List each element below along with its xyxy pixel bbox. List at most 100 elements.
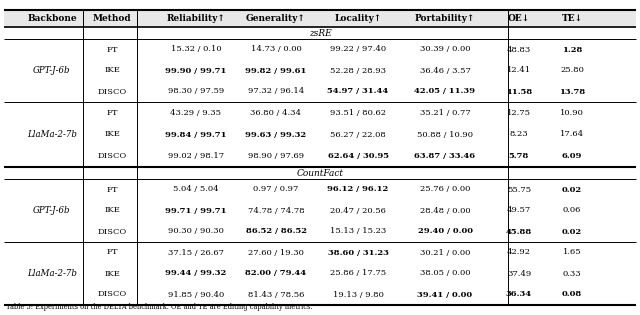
Text: 12.41: 12.41 [507,66,531,75]
Text: 6.09: 6.09 [562,152,582,160]
Text: FT: FT [106,249,118,256]
Text: 29.40 / 0.00: 29.40 / 0.00 [417,227,472,236]
Text: 15.13 / 15.23: 15.13 / 15.23 [330,227,386,236]
Text: Portability↑: Portability↑ [415,14,475,23]
Text: Locality↑: Locality↑ [334,14,381,23]
Text: CountFact: CountFact [296,169,344,177]
Text: DISCO: DISCO [97,88,127,95]
Text: IKE: IKE [104,270,120,278]
Text: 39.41 / 0.00: 39.41 / 0.00 [417,290,472,299]
Text: FT: FT [106,45,118,54]
Text: 15.32 / 0.10: 15.32 / 0.10 [171,45,221,54]
Text: 30.21 / 0.00: 30.21 / 0.00 [420,249,470,256]
Text: Table 3: Experiments on the DELTA benchmark. OE and TE are Editing capability me: Table 3: Experiments on the DELTA benchm… [6,303,312,311]
Text: 98.30 / 97.59: 98.30 / 97.59 [168,88,224,95]
Text: 36.34: 36.34 [506,290,532,299]
Text: 99.71 / 99.71: 99.71 / 99.71 [165,207,227,215]
Text: IKE: IKE [104,207,120,215]
Text: 25.80: 25.80 [560,66,584,75]
Text: 43.29 / 9.35: 43.29 / 9.35 [170,109,221,117]
Text: 0.08: 0.08 [562,290,582,299]
Text: 86.52 / 86.52: 86.52 / 86.52 [246,227,307,236]
Text: 37.15 / 26.67: 37.15 / 26.67 [168,249,224,256]
Text: 52.28 / 28.93: 52.28 / 28.93 [330,66,386,75]
Text: 38.60 / 31.23: 38.60 / 31.23 [328,249,388,256]
Text: 96.12 / 96.12: 96.12 / 96.12 [328,186,388,193]
Text: 81.43 / 78.56: 81.43 / 78.56 [248,290,304,299]
Text: 42.92: 42.92 [507,249,531,256]
Text: 42.05 / 11.39: 42.05 / 11.39 [415,88,476,95]
Text: 25.86 / 17.75: 25.86 / 17.75 [330,270,386,278]
Text: 63.87 / 33.46: 63.87 / 33.46 [415,152,476,160]
Text: 0.97 / 0.97: 0.97 / 0.97 [253,186,299,193]
Text: 98.90 / 97.69: 98.90 / 97.69 [248,152,304,160]
Text: 35.21 / 0.77: 35.21 / 0.77 [420,109,470,117]
Text: 14.73 / 0.00: 14.73 / 0.00 [251,45,301,54]
Text: 0.33: 0.33 [563,270,581,278]
Text: 99.84 / 99.71: 99.84 / 99.71 [165,130,227,139]
Text: 5.04 / 5.04: 5.04 / 5.04 [173,186,219,193]
Text: 50.88 / 10.90: 50.88 / 10.90 [417,130,473,139]
Text: 93.51 / 80.62: 93.51 / 80.62 [330,109,386,117]
Text: 99.82 / 99.61: 99.82 / 99.61 [245,66,307,75]
Text: 55.75: 55.75 [507,186,531,193]
Text: 1.65: 1.65 [563,249,581,256]
Text: DISCO: DISCO [97,152,127,160]
Text: 12.75: 12.75 [507,109,531,117]
Text: 13.78: 13.78 [559,88,585,95]
Text: GPT-J-6b: GPT-J-6b [33,206,71,215]
Text: GPT-J-6b: GPT-J-6b [33,66,71,75]
Text: 0.02: 0.02 [562,227,582,236]
Text: OE↓: OE↓ [508,14,530,23]
Text: 1.28: 1.28 [562,45,582,54]
Text: 99.22 / 97.40: 99.22 / 97.40 [330,45,386,54]
Text: 37.49: 37.49 [507,270,531,278]
Text: 54.97 / 31.44: 54.97 / 31.44 [328,88,388,95]
Text: LlaMa-2-7b: LlaMa-2-7b [27,269,77,278]
Text: 0.06: 0.06 [563,207,581,215]
Text: 38.05 / 0.00: 38.05 / 0.00 [420,270,470,278]
Text: FT: FT [106,186,118,193]
Text: 36.80 / 4.34: 36.80 / 4.34 [250,109,301,117]
Text: 97.32 / 96.14: 97.32 / 96.14 [248,88,304,95]
Text: 99.90 / 99.71: 99.90 / 99.71 [165,66,227,75]
Text: 20.47 / 20.56: 20.47 / 20.56 [330,207,386,215]
Text: 28.48 / 0.00: 28.48 / 0.00 [420,207,470,215]
Text: FT: FT [106,109,118,117]
Text: Generality↑: Generality↑ [246,14,306,23]
Text: Backbone: Backbone [27,14,77,23]
Text: 48.83: 48.83 [507,45,531,54]
Text: DISCO: DISCO [97,227,127,236]
Text: 17.64: 17.64 [560,130,584,139]
Text: DISCO: DISCO [97,290,127,299]
Text: 36.46 / 3.57: 36.46 / 3.57 [420,66,470,75]
Text: 99.44 / 99.32: 99.44 / 99.32 [165,270,227,278]
Text: 0.02: 0.02 [562,186,582,193]
Text: 91.85 / 90.40: 91.85 / 90.40 [168,290,224,299]
Text: 82.00 / 79.44: 82.00 / 79.44 [245,270,307,278]
Text: IKE: IKE [104,66,120,75]
Text: 8.23: 8.23 [509,130,528,139]
Text: 45.88: 45.88 [506,227,532,236]
Text: 56.27 / 22.08: 56.27 / 22.08 [330,130,386,139]
Text: 99.63 / 99.32: 99.63 / 99.32 [245,130,307,139]
Bar [4,10,636,27]
Text: Reliability↑: Reliability↑ [166,14,225,23]
Text: 62.64 / 30.95: 62.64 / 30.95 [328,152,388,160]
Text: 25.76 / 0.00: 25.76 / 0.00 [420,186,470,193]
Text: 10.90: 10.90 [560,109,584,117]
Text: 5.78: 5.78 [509,152,529,160]
Text: 30.39 / 0.00: 30.39 / 0.00 [420,45,470,54]
Text: zsRE: zsRE [308,28,332,37]
Text: TE↓: TE↓ [561,14,582,23]
Text: 74.78 / 74.78: 74.78 / 74.78 [248,207,304,215]
Text: 11.58: 11.58 [506,88,532,95]
Text: IKE: IKE [104,130,120,139]
Text: LlaMa-2-7b: LlaMa-2-7b [27,130,77,139]
Text: 90.30 / 90.30: 90.30 / 90.30 [168,227,224,236]
Text: 27.60 / 19.30: 27.60 / 19.30 [248,249,304,256]
Text: Method: Method [93,14,131,23]
Text: 49.57: 49.57 [507,207,531,215]
Text: 19.13 / 9.80: 19.13 / 9.80 [333,290,383,299]
Text: 99.02 / 98.17: 99.02 / 98.17 [168,152,224,160]
